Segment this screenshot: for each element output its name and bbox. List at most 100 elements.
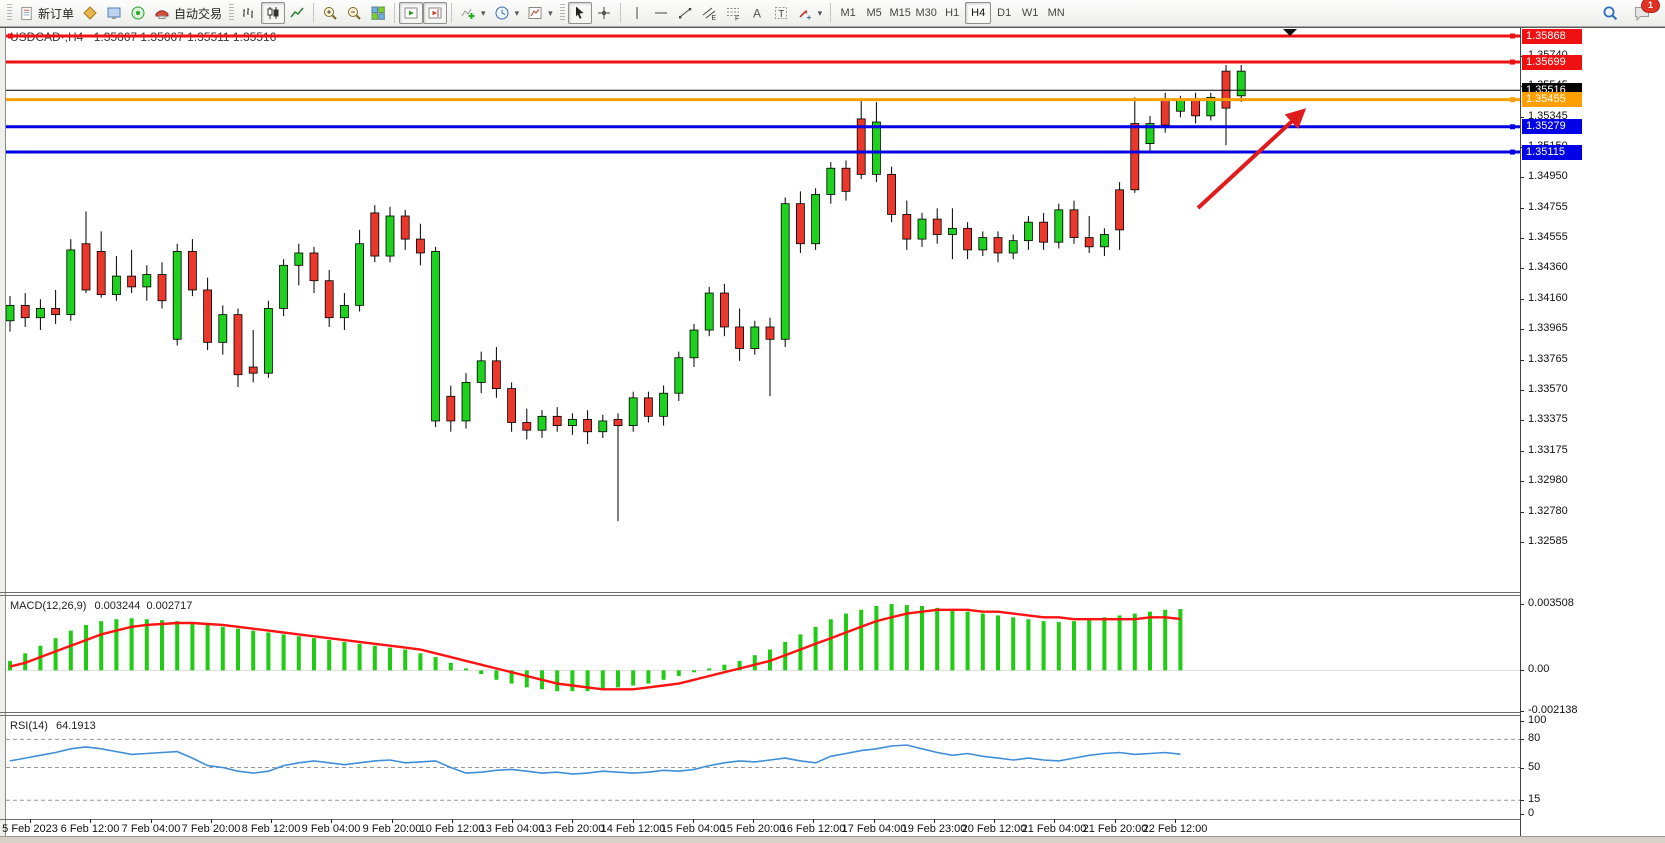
indicators-button[interactable]: ▾ <box>456 2 490 24</box>
chart-shift-button[interactable] <box>423 2 448 24</box>
trendline-icon <box>677 5 693 21</box>
strategy-tester-button[interactable] <box>126 2 150 24</box>
macd-histogram-bar <box>828 619 833 671</box>
candle <box>1206 96 1216 117</box>
trendline-button[interactable] <box>673 2 697 24</box>
line-chart-icon <box>289 5 305 21</box>
price-tick-label: 1.32585 <box>1528 534 1568 547</box>
date-label: 13 Feb 20:00 <box>539 823 605 835</box>
chevron-down-icon: ▾ <box>481 7 486 18</box>
line-handle[interactable] <box>1510 33 1515 39</box>
timeframe-button-h1[interactable]: H1 <box>945 7 960 19</box>
autotrading-button[interactable]: 自动交易 <box>150 2 226 24</box>
candle <box>20 304 30 319</box>
arrows-button[interactable]: ▾ <box>793 2 827 24</box>
panel-separator[interactable] <box>0 712 1665 713</box>
date-label: 9 Feb 20:00 <box>362 823 422 835</box>
time-axis[interactable]: 5 Feb 2023 6 Feb 12:00 7 Feb 04:00 7 Feb 20… <box>2 819 1520 836</box>
line-handle[interactable] <box>8 33 13 39</box>
date-label: 17 Feb 04:00 <box>841 823 907 835</box>
crosshair-button[interactable] <box>592 2 616 24</box>
periods-button[interactable]: ▾ <box>490 2 524 24</box>
candle <box>917 218 927 240</box>
timeframe-button-m5[interactable]: M5 <box>866 7 882 19</box>
tile-windows-button[interactable] <box>366 2 390 24</box>
line-handle[interactable] <box>1510 149 1515 155</box>
panel-separator[interactable] <box>0 715 1665 716</box>
fibonacci-button[interactable]: F <box>721 2 745 24</box>
rsi-name: RSI(14) <box>10 720 48 732</box>
templates-button[interactable]: ▾ <box>523 2 557 24</box>
macd-histogram-bar <box>236 628 240 671</box>
market-watch-button[interactable] <box>78 2 102 24</box>
bar-chart-button[interactable] <box>237 2 261 24</box>
date-label: 8 Feb 12:00 <box>241 823 301 835</box>
horizontal-line-button[interactable] <box>649 2 673 24</box>
strategy-tester-icon <box>130 5 146 21</box>
macd-histogram-bar <box>1087 619 1092 671</box>
price-axis[interactable]: 1.357401.355451.353451.351501.349501.347… <box>1520 28 1665 836</box>
candle <box>112 275 121 295</box>
candle <box>993 237 1003 254</box>
candlestick-chart-button[interactable] <box>261 2 286 24</box>
text-label-button[interactable]: T <box>769 2 793 24</box>
timeframe-button-m1[interactable]: M1 <box>840 7 856 19</box>
date-label: 19 Feb 23:00 <box>901 823 967 835</box>
candle <box>476 360 486 383</box>
text-button[interactable]: A <box>745 2 769 24</box>
channel-button[interactable]: E <box>697 2 721 24</box>
candle <box>263 308 273 374</box>
auto-scroll-button[interactable] <box>399 2 424 24</box>
line-handle[interactable] <box>1510 59 1515 65</box>
zoom-in-button[interactable] <box>318 2 342 24</box>
line-chart-button[interactable] <box>285 2 309 24</box>
search-icon <box>1601 4 1619 22</box>
search-button[interactable] <box>1597 2 1623 24</box>
macd-histogram-bar <box>616 670 620 688</box>
macd-histogram-bar <box>433 657 438 671</box>
main-toolbar: 新订单 自动交易 ▾ ▾ <box>0 0 1665 27</box>
notifications-button[interactable]: 1 <box>1629 0 1660 24</box>
panel-separator <box>0 819 1665 820</box>
toolbar-drag-handle[interactable] <box>229 4 235 22</box>
indicators-icon <box>460 5 476 21</box>
candle <box>765 326 775 340</box>
macd-histogram-bar <box>859 609 864 671</box>
time-axis-tick <box>512 819 513 823</box>
cursor-button[interactable] <box>567 2 592 24</box>
panel-separator[interactable] <box>0 592 1665 593</box>
line-handle[interactable] <box>1510 124 1515 130</box>
axis-tick <box>1520 299 1524 301</box>
vertical-line-button[interactable] <box>625 2 649 24</box>
chart-shift-icon <box>427 5 443 21</box>
candle <box>1024 221 1033 242</box>
new-order-icon <box>19 6 34 21</box>
navigator-button[interactable] <box>102 2 126 24</box>
macd-histogram-bar <box>266 632 271 671</box>
macd-histogram-bar <box>1148 611 1152 671</box>
timeframe-button-m30[interactable]: M30 <box>915 7 937 19</box>
candle <box>1084 237 1094 248</box>
axis-tick <box>1520 390 1524 392</box>
arrow-annotation[interactable] <box>1196 108 1307 210</box>
timeframe-button-h4[interactable]: H4 <box>965 2 992 24</box>
timeframe-button-mn[interactable]: MN <box>1047 7 1065 19</box>
price-tick-label: 1.34555 <box>1528 231 1568 244</box>
macd-histogram-bar <box>844 613 848 671</box>
candle <box>279 264 289 309</box>
new-order-button[interactable]: 新订单 <box>15 2 78 24</box>
timeframe-button-d1[interactable]: D1 <box>997 7 1012 19</box>
macd-histogram-bar <box>372 645 377 671</box>
zoom-out-button[interactable] <box>342 2 366 24</box>
timeframe-button-m15[interactable]: M15 <box>889 7 911 19</box>
chart-shift-marker[interactable] <box>1283 29 1297 36</box>
panel-separator[interactable] <box>0 595 1665 596</box>
line-handle[interactable] <box>1510 97 1515 103</box>
candle <box>491 360 501 389</box>
toolbar-drag-handle[interactable] <box>7 4 12 22</box>
toolbar-drag-handle[interactable] <box>559 4 565 22</box>
macd-histogram-bar <box>357 643 362 671</box>
date-label: 20 Feb 12:00 <box>961 823 1027 835</box>
date-label: 7 Feb 20:00 <box>181 823 241 835</box>
timeframe-button-w1[interactable]: W1 <box>1021 7 1039 19</box>
